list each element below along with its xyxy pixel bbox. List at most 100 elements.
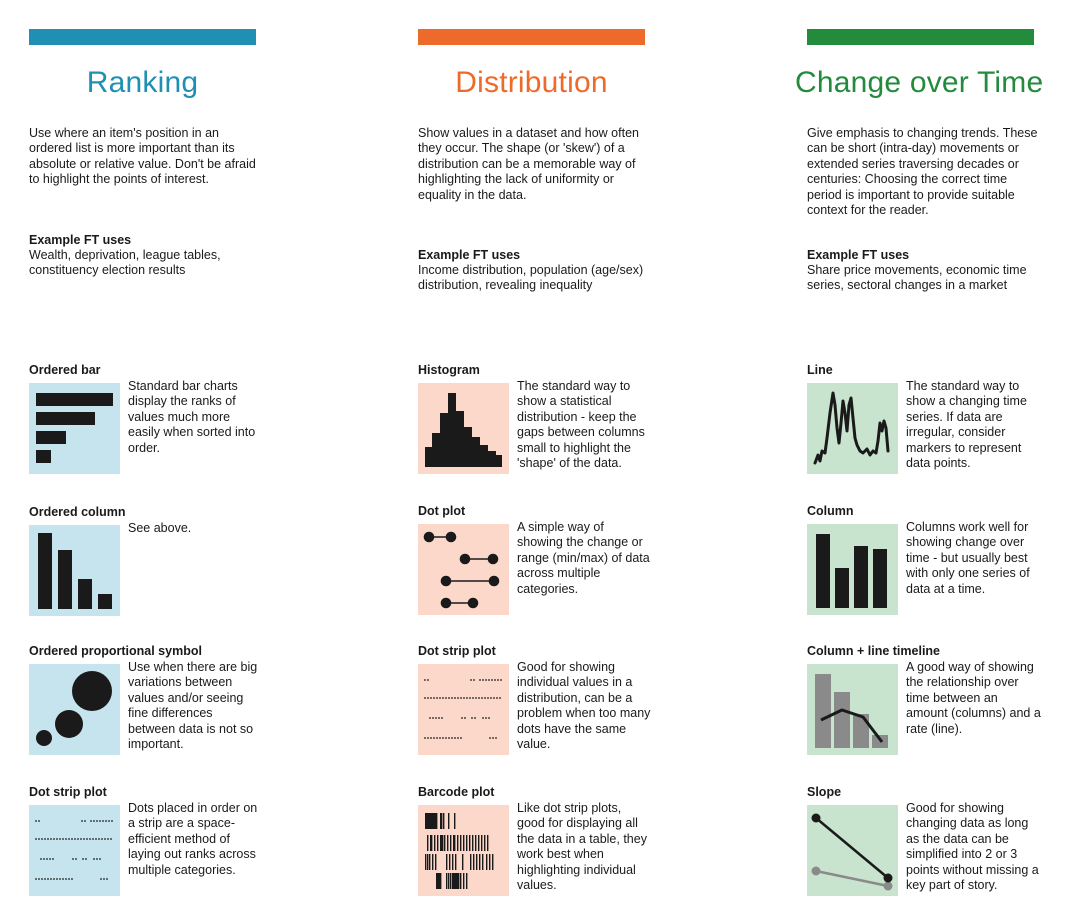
strip-dot: [68, 838, 70, 840]
strip-dot: [429, 717, 431, 719]
strip-dot: [482, 717, 484, 719]
strip-dot: [38, 838, 40, 840]
barcode-line: [427, 854, 429, 870]
barcode-line: [457, 835, 459, 851]
strip-dot: [436, 697, 438, 699]
chart-title: Ordered proportional symbol: [29, 644, 202, 658]
strip-dot: [435, 717, 437, 719]
barcode-line: [484, 835, 486, 851]
strip-dot: [101, 838, 103, 840]
distribution-uses-heading: Example FT uses: [418, 248, 521, 262]
strip-dot: [448, 737, 450, 739]
strip-dot: [494, 679, 496, 681]
strip-dot: [43, 858, 45, 860]
barcode-line: [460, 835, 462, 851]
barcode-line: [432, 813, 434, 829]
chart-title: Ordered bar: [29, 363, 101, 377]
chart-description: Columns work well for showing change ove…: [906, 520, 1030, 596]
strip-dot: [50, 838, 52, 840]
strip-dot: [62, 878, 64, 880]
strip-dot: [99, 858, 101, 860]
barcode-line: [441, 835, 443, 851]
strip-dot: [436, 737, 438, 739]
chart-description: Use when there are big variations betwee…: [128, 660, 258, 752]
barcode-line: [462, 854, 464, 870]
strip-dot: [430, 737, 432, 739]
column-line-timeline-icon: [807, 664, 898, 755]
strip-dot: [65, 838, 67, 840]
strip-dot: [47, 838, 49, 840]
strip-dot: [493, 697, 495, 699]
ranking-title: Ranking: [86, 66, 199, 99]
chart-description: See above.: [128, 521, 192, 535]
barcode-plot-icon: [418, 805, 509, 896]
chart-description: Like dot strip plots, good for displayin…: [517, 801, 647, 893]
barcode-line: [427, 835, 429, 851]
dot-strip-plot-icon: [418, 664, 509, 755]
chart-histogram: Histogram The standard way to show a sta…: [418, 363, 678, 483]
barcode-line: [436, 813, 438, 829]
barcode-line: [476, 854, 478, 870]
strip-dot: [81, 820, 83, 822]
barcode-line: [432, 854, 434, 870]
strip-dot: [56, 878, 58, 880]
strip-dot: [71, 878, 73, 880]
ranking-uses-heading: Example FT uses: [29, 233, 132, 247]
strip-dot: [471, 717, 473, 719]
strip-dot: [484, 697, 486, 699]
strip-dot: [53, 878, 55, 880]
chart-title: Column + line timeline: [807, 644, 941, 658]
chart-column: Column Columns work well for showing cha…: [807, 504, 1067, 624]
barcode-line: [453, 835, 455, 851]
barcode-line: [475, 835, 477, 851]
barcode-line: [446, 854, 448, 870]
strip-dot: [442, 697, 444, 699]
dot-plot-icon: [418, 524, 509, 615]
strip-dot: [52, 858, 54, 860]
chart-title: Dot strip plot: [29, 785, 107, 799]
barcode-line: [425, 813, 427, 829]
chart-description: Good for showing individual values in a …: [517, 660, 651, 752]
chart-title: Dot plot: [418, 504, 466, 518]
chart-title: Ordered column: [29, 505, 126, 519]
ranking-column: Ranking Use where an item's position in …: [29, 0, 289, 912]
strip-dot: [111, 820, 113, 822]
distribution-description: Show values in a dataset and how often t…: [418, 126, 639, 202]
barcode-line: [427, 813, 429, 829]
strip-dot: [95, 838, 97, 840]
barcode-line: [454, 813, 456, 829]
barcode-line: [492, 854, 494, 870]
barcode-line: [431, 813, 433, 829]
barcode-line: [440, 813, 442, 829]
strip-dot: [438, 717, 440, 719]
barcode-line: [453, 873, 455, 889]
chart-title: Barcode plot: [418, 785, 495, 799]
barcode-line: [450, 873, 452, 889]
strip-dot: [96, 858, 98, 860]
column-chart-icon: [807, 524, 898, 615]
chart-description: A good way of showing the relationship o…: [906, 660, 1041, 736]
barcode-line: [435, 813, 437, 829]
strip-dot: [424, 697, 426, 699]
chart-description: The standard way to show a changing time…: [906, 379, 1027, 471]
strip-dot: [497, 679, 499, 681]
barcode-line: [489, 854, 491, 870]
barcode-line: [436, 873, 438, 889]
strip-dot: [424, 679, 426, 681]
strip-dot: [433, 697, 435, 699]
barcode-line: [448, 873, 450, 889]
barcode-line: [452, 854, 454, 870]
chart-line: Line The standard way to show a changing…: [807, 363, 1067, 483]
barcode-line: [433, 813, 435, 829]
strip-dot: [433, 737, 435, 739]
barcode-line: [447, 835, 449, 851]
strip-dot: [464, 717, 466, 719]
strip-dot: [89, 838, 91, 840]
strip-dot: [93, 858, 95, 860]
strip-dot: [495, 737, 497, 739]
strip-dot: [35, 820, 37, 822]
strip-dot: [92, 838, 94, 840]
strip-dot: [106, 878, 108, 880]
strip-dot: [445, 697, 447, 699]
barcode-line: [426, 813, 428, 829]
